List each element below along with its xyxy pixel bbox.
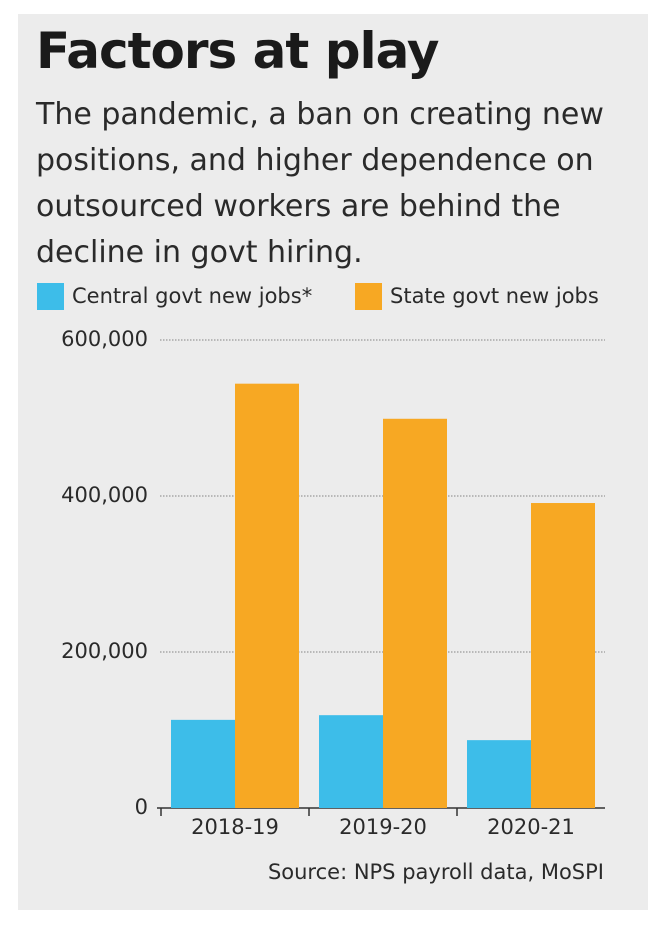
x-tick-label: 2018-19 bbox=[191, 815, 279, 839]
bar bbox=[171, 719, 235, 808]
x-tick-label: 2020-21 bbox=[487, 815, 575, 839]
chart-title: Factors at play bbox=[36, 22, 439, 80]
legend-swatch bbox=[37, 283, 64, 310]
y-tick-label: 400,000 bbox=[61, 483, 148, 507]
bar bbox=[531, 503, 595, 808]
chart-subtitle: The pandemic, a ban on creating new posi… bbox=[36, 97, 604, 270]
bar bbox=[319, 715, 383, 808]
y-tick-label: 600,000 bbox=[61, 327, 148, 351]
y-tick-label: 0 bbox=[135, 795, 148, 819]
y-tick-label: 200,000 bbox=[61, 639, 148, 663]
legend-label: Central govt new jobs* bbox=[72, 284, 312, 308]
bar bbox=[467, 740, 531, 808]
source-note: Source: NPS payroll data, MoSPI bbox=[268, 860, 604, 884]
legend-label: State govt new jobs bbox=[390, 284, 599, 308]
bar bbox=[383, 418, 447, 808]
bar bbox=[235, 383, 299, 808]
legend-swatch bbox=[355, 283, 382, 310]
x-tick-label: 2019-20 bbox=[339, 815, 427, 839]
